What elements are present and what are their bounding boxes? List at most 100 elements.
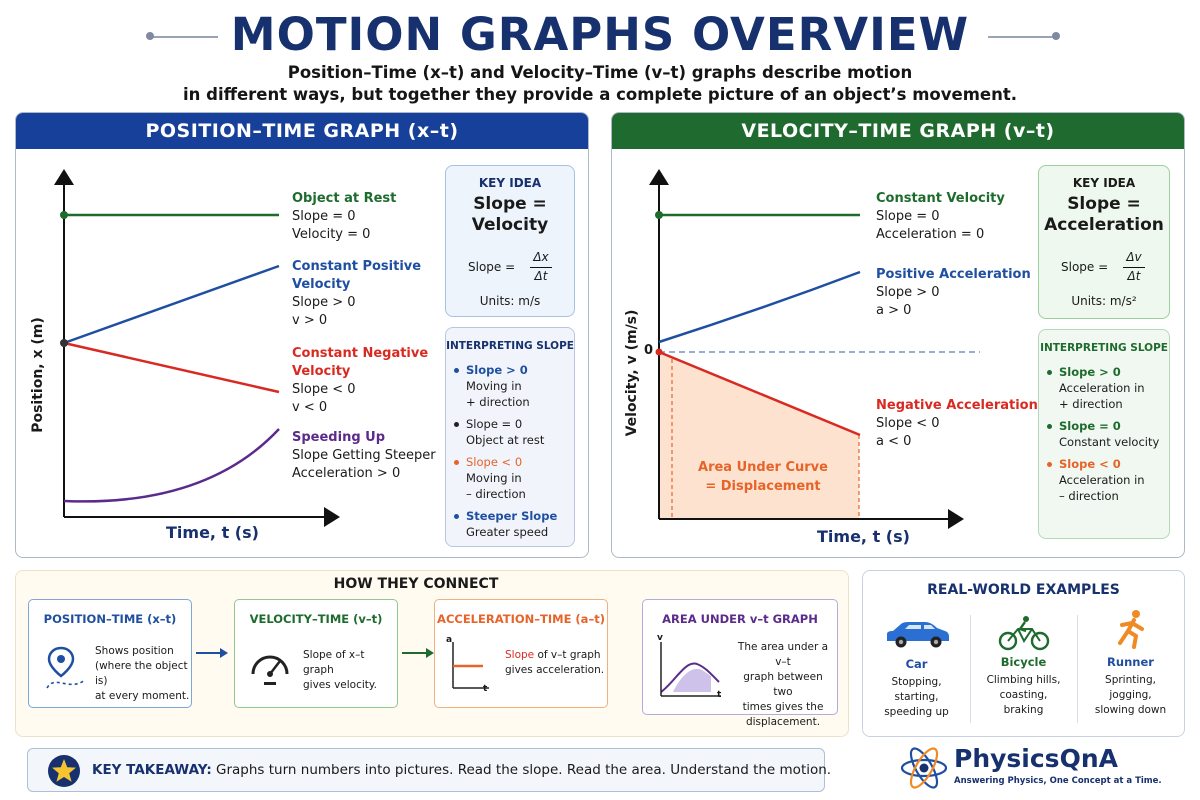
rest-start-point bbox=[60, 211, 68, 219]
negative-acceleration-title: Negative Acceleration bbox=[876, 398, 1038, 413]
connect-card-area: AREA UNDER v–t GRAPH v t The area under … bbox=[642, 599, 838, 728]
rest-line-2: Velocity = 0 bbox=[292, 227, 371, 242]
positive-acceleration-curve bbox=[658, 270, 861, 344]
connect-card-velocity: VELOCITY–TIME (v–t) Slope of x–t graph g… bbox=[234, 599, 398, 708]
positive-velocity-line bbox=[63, 264, 280, 345]
area-label-line-2: = Displacement bbox=[705, 479, 821, 494]
position-interpreting-slope-card: INTERPRETING SLOPE Slope > 0 Moving in +… bbox=[445, 327, 575, 547]
constant-velocity-label: Constant Velocity Slope = 0 Acceleration… bbox=[876, 190, 1005, 244]
connect-position-text: Shows position (where the object is) at … bbox=[95, 644, 191, 704]
bicycle-icon bbox=[998, 616, 1049, 651]
negative-velocity-label: Constant Negative Velocity Slope < 0 v <… bbox=[292, 345, 428, 417]
car-desc-l3: speeding up bbox=[884, 706, 949, 718]
v-interp-row-positive: Slope > 0 Acceleration in + direction bbox=[1039, 364, 1169, 412]
acceleration-graph-icon bbox=[452, 642, 489, 689]
key-idea-formula-lhs: Slope = bbox=[468, 260, 516, 274]
example-runner: Runner Sprinting, jogging, slowing down bbox=[1077, 609, 1184, 718]
examples-title: REAL-WORLD EXAMPLES bbox=[927, 582, 1120, 598]
positive-acceleration-line-1: Slope > 0 bbox=[876, 285, 940, 300]
rest-title: Object at Rest bbox=[292, 191, 397, 206]
atom-logo-icon bbox=[900, 747, 948, 789]
v-interp-row-negative: Slope < 0 Acceleration in – direction bbox=[1039, 456, 1169, 504]
positive-acceleration-title: Positive Acceleration bbox=[876, 267, 1031, 282]
v-interp-zero-l1: Constant velocity bbox=[1059, 435, 1160, 449]
negative-velocity-line bbox=[63, 341, 280, 394]
connect-acceleration-l1: of v–t graph bbox=[534, 649, 601, 661]
how-they-connect-section: HOW THEY CONNECT POSITION–TIME (x–t) Sho… bbox=[15, 570, 849, 737]
connect-area-text: The area under a v–t graph between two t… bbox=[733, 640, 833, 730]
constant-velocity-title: Constant Velocity bbox=[876, 191, 1005, 206]
origin-point bbox=[655, 348, 663, 356]
velocity-panel-header: VELOCITY–TIME GRAPH (v–t) bbox=[612, 113, 1184, 149]
v-interp-positive-title: Slope > 0 bbox=[1059, 365, 1121, 379]
connect-velocity-text: Slope of x–t graph gives velocity. bbox=[303, 648, 397, 693]
subtitle-line-2: in different ways, but together they pro… bbox=[183, 85, 1017, 104]
connect-area-l2: graph between two bbox=[743, 671, 823, 698]
car-desc-l2: starting, bbox=[894, 691, 939, 703]
negative-acceleration-line bbox=[658, 350, 861, 437]
runner-name: Runner bbox=[1107, 655, 1154, 669]
car-name: Car bbox=[905, 657, 928, 671]
example-bicycle: Bicycle Climbing hills, coasting, brakin… bbox=[970, 615, 1077, 718]
connect-area-l3: times gives the bbox=[742, 701, 824, 713]
velocity-graph bbox=[649, 169, 980, 529]
key-idea-formula-numerator: Δx bbox=[533, 250, 549, 264]
car-icon bbox=[886, 622, 949, 648]
negative-velocity-title-1: Constant Negative bbox=[292, 346, 429, 361]
takeaway-label: KEY TAKEAWAY: bbox=[92, 762, 212, 778]
constant-velocity-start-point bbox=[655, 211, 663, 219]
position-key-idea-card: KEY IDEA Slope = Velocity Slope = Δx Δt … bbox=[445, 165, 575, 317]
velocity-key-idea-card: KEY IDEA Slope = Acceleration Slope = Δv… bbox=[1038, 165, 1170, 319]
speeding-up-title: Speeding Up bbox=[292, 430, 386, 445]
positive-velocity-label: Constant Positive Velocity Slope > 0 v >… bbox=[292, 258, 421, 330]
positive-velocity-title-2: Velocity bbox=[292, 277, 351, 292]
positive-velocity-line-1: Slope > 0 bbox=[292, 295, 356, 310]
connect-title: HOW THEY CONNECT bbox=[333, 576, 499, 592]
position-y-axis-label: Position, x (m) bbox=[30, 317, 46, 433]
displacement-area bbox=[659, 352, 859, 519]
arrow-right-icon bbox=[402, 648, 434, 658]
rest-label: Object at Rest Slope = 0 Velocity = 0 bbox=[292, 190, 396, 244]
connect-velocity-title: VELOCITY–TIME (v–t) bbox=[249, 612, 383, 626]
velocity-y-axis-label: Velocity, v (m/s) bbox=[624, 309, 640, 437]
position-x-axis-label: Time, t (s) bbox=[166, 523, 259, 542]
position-time-panel: POSITION–TIME GRAPH (x–t) Position, x (m… bbox=[15, 112, 589, 558]
connect-position-l2: (where the object is) bbox=[95, 660, 188, 687]
key-idea-slope: Slope = bbox=[473, 194, 547, 214]
connect-acceleration-l2: gives acceleration. bbox=[505, 664, 605, 676]
constant-velocity-line-1: Slope = 0 bbox=[876, 209, 940, 224]
rest-line-1: Slope = 0 bbox=[292, 209, 356, 224]
area-label: Area Under Curve = Displacement bbox=[698, 458, 828, 496]
connect-card-position: POSITION–TIME (x–t) Shows position (wher… bbox=[28, 599, 192, 708]
positive-acceleration-line-2: a > 0 bbox=[876, 303, 912, 318]
page-title: MOTION GRAPHS OVERVIEW bbox=[230, 8, 970, 61]
v-interp-positive-l2: + direction bbox=[1059, 397, 1123, 411]
arrow-right-icon bbox=[196, 648, 228, 658]
v-interp-positive-l1: Acceleration in bbox=[1059, 381, 1145, 395]
runner-icon bbox=[1117, 610, 1144, 649]
v-interp-negative-title: Slope < 0 bbox=[1059, 457, 1121, 471]
interp-heading: INTERPRETING SLOPE bbox=[446, 340, 574, 352]
interp-steeper-title: Steeper Slope bbox=[466, 509, 558, 523]
connect-acceleration-slope-word: Slope bbox=[505, 649, 535, 661]
connect-area-l4: displacement. bbox=[745, 716, 821, 728]
speeding-up-label: Speeding Up Slope Getting Steeper Accele… bbox=[292, 429, 436, 483]
key-idea-units: Units: m/s bbox=[479, 294, 541, 308]
connect-velocity-l1: Slope of x–t graph bbox=[303, 649, 365, 676]
positive-velocity-line-2: v > 0 bbox=[292, 313, 328, 328]
brand-tagline: Answering Physics, One Concept at a Time… bbox=[954, 776, 1162, 786]
v-interp-heading: INTERPRETING SLOPE bbox=[1040, 342, 1168, 354]
velocity-time-panel: VELOCITY–TIME GRAPH (v–t) Velocity, v (m… bbox=[611, 112, 1185, 558]
v-key-idea-heading: KEY IDEA bbox=[1072, 176, 1136, 190]
key-takeaway-bar: KEY TAKEAWAY: Graphs turn numbers into p… bbox=[27, 748, 831, 792]
negative-velocity-line-1: Slope < 0 bbox=[292, 382, 356, 397]
real-world-examples-section: REAL-WORLD EXAMPLES Car Stopping, starti… bbox=[862, 570, 1185, 737]
speedometer-icon bbox=[251, 655, 289, 685]
bicycle-desc-l1: Climbing hills, bbox=[986, 674, 1061, 686]
v-interp-negative-l2: – direction bbox=[1059, 489, 1119, 503]
positive-velocity-title-1: Constant Positive bbox=[292, 259, 422, 274]
speeding-up-line-1: Slope Getting Steeper bbox=[292, 448, 436, 463]
negative-velocity-title-2: Velocity bbox=[292, 364, 351, 379]
v-key-idea-slope: Slope = bbox=[1067, 194, 1141, 214]
takeaway-text: KEY TAKEAWAY: Graphs turn numbers into p… bbox=[92, 762, 831, 778]
